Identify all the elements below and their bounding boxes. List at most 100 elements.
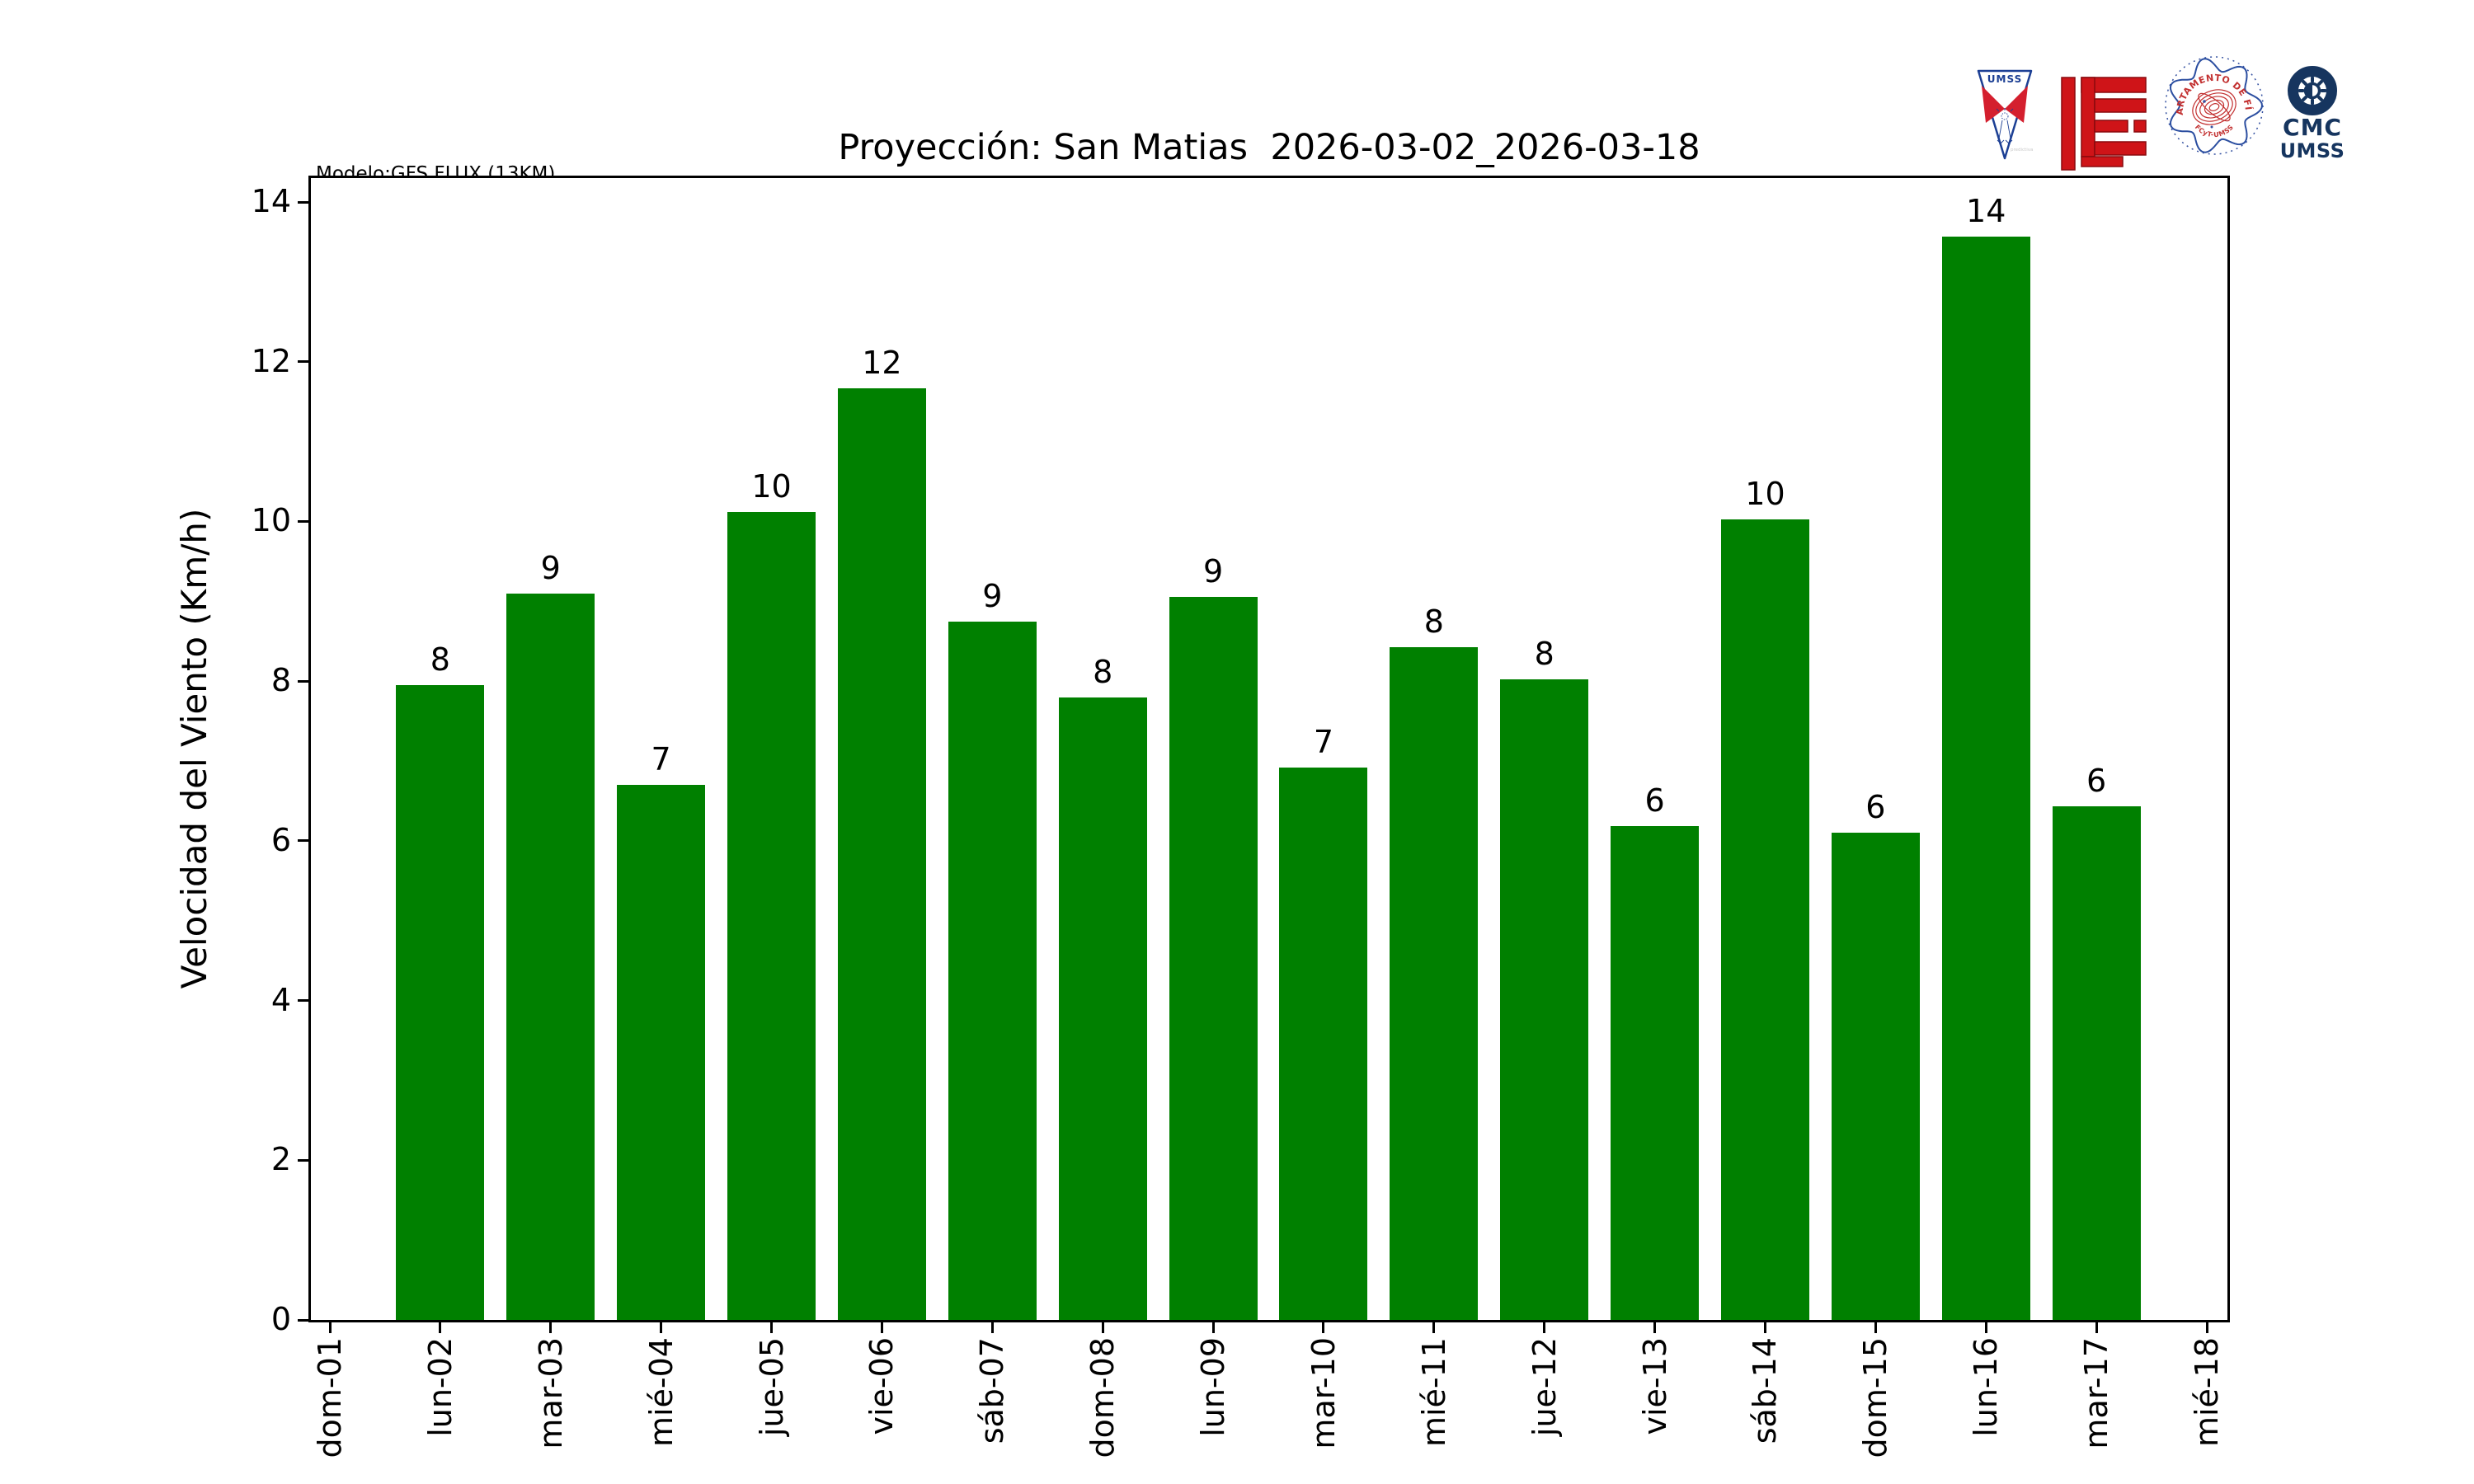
y-tick-mark [298,679,308,683]
bar-value-label: 10 [1745,475,1785,512]
x-tick-mark [660,1322,663,1333]
x-tick-mark [1211,1322,1215,1333]
x-tick-mark [990,1322,994,1333]
wind-speed-bar [837,387,926,1320]
x-tick-mark [549,1322,553,1333]
cmc-umss-logo: CMC UMSS [2280,66,2345,162]
seal-wavy-border [2169,58,2264,153]
bar-value-label: 14 [1966,192,2006,229]
fcyt-row3a [2094,120,2128,133]
y-tick-mark [298,1318,308,1322]
y-tick-label: 8 [270,662,291,699]
x-tick-label-text: lun-02 [421,1337,459,1437]
bar-value-label: 6 [1644,782,1665,819]
x-tick-label-text: dom-08 [1084,1337,1122,1458]
x-tick-mark [439,1322,442,1333]
fcyt-row5 [2081,156,2124,167]
wind-speed-bar [1831,833,1920,1320]
x-tick-mark [1322,1322,1325,1333]
x-tick-label-text: sáb-07 [974,1337,1011,1444]
wind-speed-bar [1611,826,1700,1320]
y-tick-label: 6 [270,821,291,858]
bar-value-label: 6 [1865,789,1886,826]
y-tick-mark [298,1158,308,1162]
cmc-rays [2298,77,2326,105]
x-tick-mark [1543,1322,1546,1333]
x-tick-label-text: vie-06 [863,1337,901,1435]
x-tick-mark [1101,1322,1104,1333]
x-tick-label-text: lun-16 [1968,1337,2005,1437]
x-tick-label-text: mié-18 [2189,1337,2225,1448]
wind-speed-bar [1500,679,1589,1320]
pennant-watermark: predictiva.com [2011,148,2034,153]
y-tick-label: 0 [270,1301,291,1337]
x-tick-label-text: mié-04 [642,1337,680,1448]
x-tick-mark [1653,1322,1657,1333]
pennant-torch-emblem [1996,108,2014,144]
x-tick-mark [1432,1322,1436,1333]
x-tick-label-text: lun-09 [1195,1337,1232,1437]
fcyt-row3b [2133,120,2147,133]
bar-value-label: 12 [862,344,902,381]
fcyt-row2 [2094,98,2147,113]
x-tick-mark [770,1322,774,1333]
fcyt-row4 [2094,141,2147,156]
cmc-text-line2: UMSS [2280,139,2345,162]
x-tick-mark [2095,1322,2098,1333]
x-tick-label-text: sáb-14 [1747,1337,1784,1444]
fcyt-vertical [2081,77,2095,157]
wind-speed-bar [2052,806,2141,1320]
wind-speed-bar [1720,519,1809,1320]
x-tick-label-text: dom-15 [1857,1337,1894,1458]
bar-value-label: 8 [430,641,450,679]
wind-speed-bar [948,621,1037,1320]
bar-value-label: 6 [2086,763,2107,800]
y-tick-label: 2 [270,1141,291,1178]
x-tick-label-text: vie-13 [1636,1337,1673,1435]
x-tick-label-text: mar-03 [532,1337,569,1449]
wind-speed-bar [1279,767,1368,1320]
x-tick-mark [1763,1322,1766,1333]
y-tick-label: 4 [270,981,291,1018]
y-tick-mark [298,200,308,204]
bar-value-label: 9 [1202,553,1224,590]
x-tick-mark [1874,1322,1877,1333]
y-tick-mark [298,999,308,1003]
x-tick-label-text: jue-05 [753,1337,790,1437]
fisica-seal-logo: DEPARTAMENTO DE FÍSICA FCyT-UMSS [2161,51,2264,155]
bar-value-label: 8 [1423,603,1444,640]
y-tick-mark [298,839,308,843]
bar-value-label: 7 [651,741,671,778]
wind-speed-bar [506,593,595,1320]
y-tick-label: 10 [251,502,291,539]
y-tick-label: 14 [251,183,291,220]
y-tick-mark [298,360,308,364]
x-tick-mark [1984,1322,1987,1333]
x-tick-label-text: dom-01 [312,1337,348,1458]
bar-value-label: 8 [1093,653,1113,690]
pennant-red-left-triangle [1982,86,2005,123]
umss-pennant-logo: UMSS predictiva.com [1977,69,2034,160]
pennant-umss-text: UMSS [1987,73,2022,85]
wind-speed-bar [1169,597,1258,1320]
seal-dot-2 [2210,125,2213,129]
cmc-text-line1: CMC [2283,114,2342,141]
cmc-halfmoon [2306,84,2312,97]
x-tick-label-text: jue-12 [1526,1337,1563,1437]
wind-speed-bar [727,511,816,1320]
bar-value-label: 9 [982,577,1003,614]
y-tick-mark [298,519,308,523]
bar-value-label: 7 [1313,723,1334,760]
wind-speed-bar [1390,646,1479,1320]
x-tick-label-text: mar-17 [2078,1337,2115,1449]
wind-speed-bar [396,685,485,1320]
wind-speed-bar [1058,697,1147,1320]
chart-title: Proyección: San Matias 2026-03-02_2026-0… [838,127,1700,168]
x-tick-mark [328,1322,332,1333]
x-tick-mark [2205,1322,2208,1333]
fcyt-left-bar [2061,77,2076,171]
wind-speed-bar [617,785,706,1320]
wind-speed-bar [1941,236,2030,1320]
fcyt-red-logo [2061,77,2147,171]
x-tick-label-text: mié-11 [1415,1337,1452,1448]
